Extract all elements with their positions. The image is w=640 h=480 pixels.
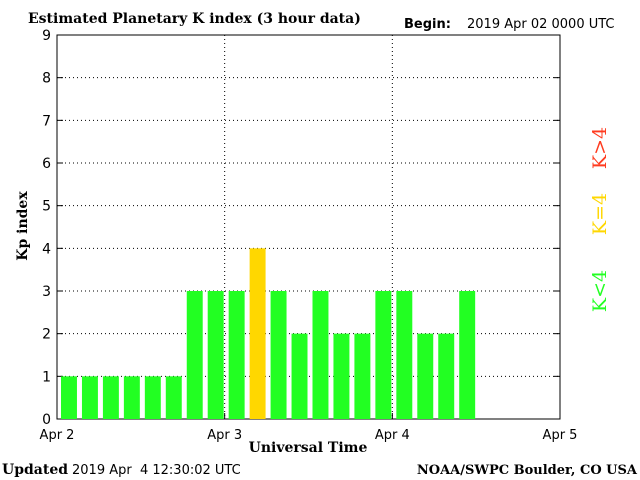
y-axis-label: Kp index [15, 191, 31, 261]
x-axis-label: Universal Time [249, 440, 368, 456]
kp-bar [417, 333, 434, 419]
kp-bar [312, 291, 329, 419]
x-tick-label: Apr 4 [375, 428, 410, 443]
legend-k-less-4: K<4 [589, 270, 611, 312]
x-tick-label: Apr 5 [543, 428, 578, 443]
kp-bar [354, 333, 371, 419]
y-tick-label: 3 [42, 284, 51, 300]
kp-bar [207, 291, 224, 419]
legend-k-equal-4: K=4 [589, 193, 611, 235]
kp-bar [333, 333, 350, 419]
updated-value: 2019 Apr 4 12:30:02 UTC [72, 463, 241, 478]
y-tick-label: 2 [42, 327, 51, 343]
legend-k-greater-4: K>4 [589, 127, 611, 169]
x-tick-label: Apr 2 [40, 428, 75, 443]
kp-bar [61, 376, 77, 419]
kp-bar [144, 376, 161, 419]
y-tick-label: 9 [42, 28, 51, 44]
y-tick-label: 1 [42, 369, 51, 385]
y-tick-label: 7 [42, 113, 51, 129]
kp-bar [249, 248, 266, 419]
chart-title: Estimated Planetary K index (3 hour data… [28, 11, 361, 27]
kp-bar [102, 376, 119, 419]
kp-bar [81, 376, 98, 419]
source-credit: NOAA/SWPC Boulder, CO USA [417, 463, 638, 478]
kp-bar [165, 376, 182, 419]
y-tick-label: 8 [42, 71, 51, 87]
updated-label: Updated [2, 462, 68, 478]
kp-bar [228, 291, 245, 419]
kp-bar [186, 291, 203, 419]
kp-bar [123, 376, 140, 419]
y-tick-label: 5 [42, 199, 51, 215]
begin-value: 2019 Apr 02 0000 UTC [467, 17, 615, 32]
kp-bar [270, 291, 287, 419]
kp-bar [438, 333, 455, 419]
begin-label: Begin: [404, 17, 451, 32]
x-tick-label: Apr 3 [207, 428, 242, 443]
plot-frame [56, 34, 561, 420]
y-tick-label: 6 [42, 156, 51, 172]
kp-bar [459, 291, 476, 419]
plot-area: 0 1 2 3 4 5 6 7 8 9 Apr 2 Apr 3 Apr 4 Apr 5 [40, 28, 578, 443]
kp-bar [375, 291, 392, 419]
kp-bar [396, 291, 413, 419]
y-tick-label: 0 [42, 412, 51, 428]
kp-bar [291, 333, 308, 419]
y-tick-label: 4 [42, 241, 51, 257]
